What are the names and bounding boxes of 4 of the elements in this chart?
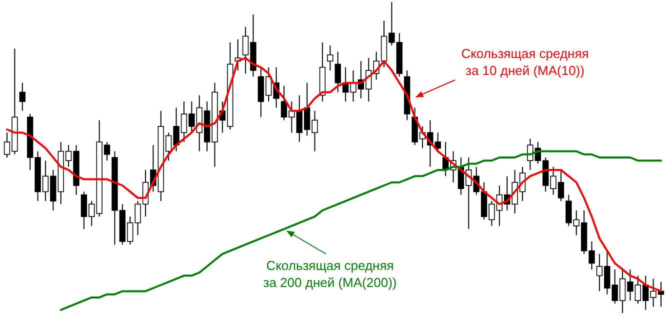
text: Скользящая средняя за 10 дней (MA(10)) bbox=[461, 46, 589, 78]
candlestick bbox=[19, 82, 26, 112]
candlestick bbox=[327, 45, 334, 71]
legend-label: Скользящая средняя за 200 дней (MA(200)) bbox=[263, 258, 397, 290]
